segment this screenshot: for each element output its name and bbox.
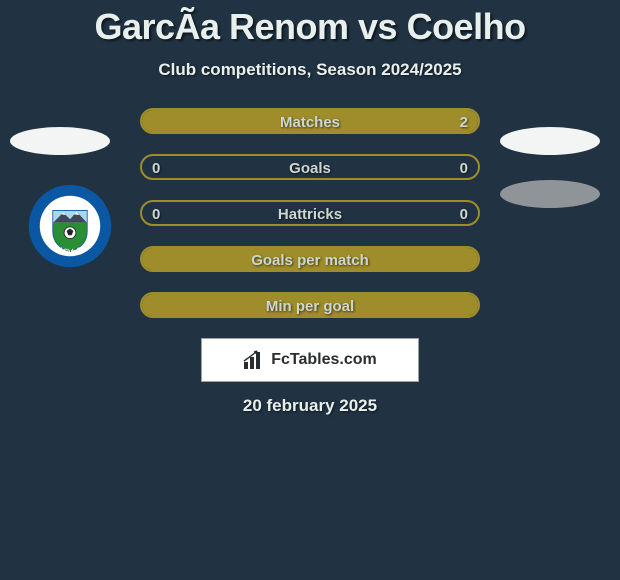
stat-row: Hattricks0 0 <box>140 200 480 226</box>
brand-text: FcTables.com <box>271 351 377 369</box>
stat-label: Min per goal <box>142 294 478 320</box>
stat-row: Matches2 <box>140 108 480 134</box>
stat-left-value: 0 <box>152 156 160 182</box>
stat-label: Goals per match <box>142 248 478 274</box>
page-title: GarcÃ­a Renom vs Coelho <box>0 6 620 48</box>
player-right-slot <box>500 127 600 155</box>
player-right-slot-2 <box>500 180 600 208</box>
stat-label: Hattricks <box>142 202 478 228</box>
stats-container: Matches2Goals00Hattricks00Goals per matc… <box>140 108 480 318</box>
stat-right-value: 0 <box>460 202 468 228</box>
player-left-slot <box>10 127 110 155</box>
svg-text:FCO: FCO <box>61 196 79 206</box>
stat-label: Matches <box>142 110 478 136</box>
stat-right-value: 2 <box>460 110 468 136</box>
club-badge-icon: FCO Fútbol Club Ordino <box>28 184 112 268</box>
stat-row: Goals per match <box>140 246 480 272</box>
stat-row: Goals0 0 <box>140 154 480 180</box>
bars-icon <box>243 350 265 370</box>
stat-row: Min per goal <box>140 292 480 318</box>
stat-label: Goals <box>142 156 478 182</box>
page-subtitle: Club competitions, Season 2024/2025 <box>0 60 620 80</box>
date-text: 20 february 2025 <box>0 396 620 416</box>
stat-left-value: 0 <box>152 202 160 228</box>
stat-right-value: 0 <box>460 156 468 182</box>
brand-watermark: FcTables.com <box>201 338 419 382</box>
